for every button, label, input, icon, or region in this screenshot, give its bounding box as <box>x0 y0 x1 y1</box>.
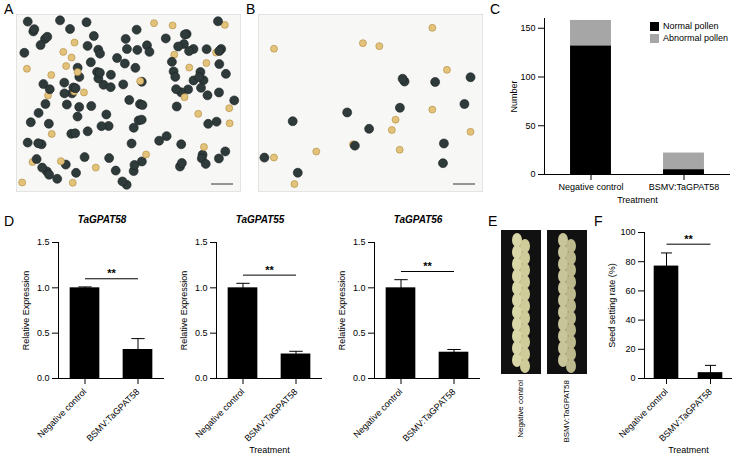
html-text:Normal pollen: Normal pollen <box>663 21 719 31</box>
svg-text:0.5: 0.5 <box>353 328 366 338</box>
svg-text:100: 100 <box>620 227 635 237</box>
svg-text:1.0: 1.0 <box>37 283 50 293</box>
svg-text:BSMV:TaGPAT58: BSMV:TaGPAT58 <box>401 387 458 444</box>
svg-text:Negative control: Negative control <box>616 386 670 440</box>
svg-text:BSMV:TaGPAT58: BSMV:TaGPAT58 <box>243 387 300 444</box>
html-text:TaGPAT56: TaGPAT56 <box>393 214 443 225</box>
svg-text:Treatment: Treatment <box>668 445 709 455</box>
svg-text:Treatment: Treatment <box>249 445 290 455</box>
svg-text:Negative control: Negative control <box>516 380 525 438</box>
svg-text:1.5: 1.5 <box>37 237 50 247</box>
svg-text:**: ** <box>423 260 432 272</box>
svg-text:Negative control: Negative control <box>35 387 88 440</box>
svg-text:Treatment: Treatment <box>617 195 658 205</box>
svg-text:80: 80 <box>625 257 635 267</box>
svg-text:100: 100 <box>520 72 535 82</box>
svg-text:150: 150 <box>520 23 535 33</box>
svg-text:1.0: 1.0 <box>353 283 366 293</box>
svg-text:BSMV:TaGPAT58: BSMV:TaGPAT58 <box>85 387 142 444</box>
svg-text:Relative Expression: Relative Expression <box>337 271 347 351</box>
svg-text:1.0: 1.0 <box>195 283 208 293</box>
svg-text:20: 20 <box>625 344 635 354</box>
svg-text:**: ** <box>107 267 116 279</box>
svg-text:1.5: 1.5 <box>353 237 366 247</box>
html-text:A: A <box>4 1 14 17</box>
html-text:E: E <box>488 213 498 229</box>
svg-text:Number: Number <box>509 80 519 112</box>
svg-text:0: 0 <box>530 169 535 179</box>
svg-text:BSMV:TaGPAT58: BSMV:TaGPAT58 <box>657 387 714 444</box>
svg-text:0.0: 0.0 <box>37 373 50 383</box>
svg-text:**: ** <box>684 233 693 245</box>
html-text:B: B <box>246 1 256 17</box>
html-text:Abnormal pollen: Abnormal pollen <box>663 33 728 43</box>
svg-text:BSMV:TaGPAT58: BSMV:TaGPAT58 <box>649 182 719 192</box>
svg-text:**: ** <box>265 264 274 276</box>
svg-text:BSMV:TaGPAT58: BSMV:TaGPAT58 <box>562 379 571 442</box>
svg-text:40: 40 <box>625 315 635 325</box>
svg-text:0.5: 0.5 <box>195 328 208 338</box>
svg-text:0.0: 0.0 <box>195 373 208 383</box>
html-text:D: D <box>4 213 15 229</box>
svg-text:60: 60 <box>625 286 635 296</box>
svg-text:50: 50 <box>525 121 535 131</box>
svg-text:Negative control: Negative control <box>193 387 246 440</box>
html-text:TaGPAT55: TaGPAT55 <box>235 214 285 225</box>
svg-text:Seed setting rate (%): Seed setting rate (%) <box>607 263 617 348</box>
svg-text:Negative control: Negative control <box>351 387 404 440</box>
html-text:C: C <box>490 1 501 17</box>
svg-text:Negative control: Negative control <box>558 182 623 192</box>
svg-text:1.5: 1.5 <box>195 237 208 247</box>
svg-text:0.0: 0.0 <box>353 373 366 383</box>
svg-text:0.5: 0.5 <box>37 328 50 338</box>
svg-text:Relative Expression: Relative Expression <box>179 271 189 351</box>
svg-text:Relative Expression: Relative Expression <box>21 271 31 351</box>
html-text:TaGPAT58: TaGPAT58 <box>77 214 127 225</box>
svg-text:0: 0 <box>630 373 635 383</box>
html-text:F: F <box>594 213 603 229</box>
